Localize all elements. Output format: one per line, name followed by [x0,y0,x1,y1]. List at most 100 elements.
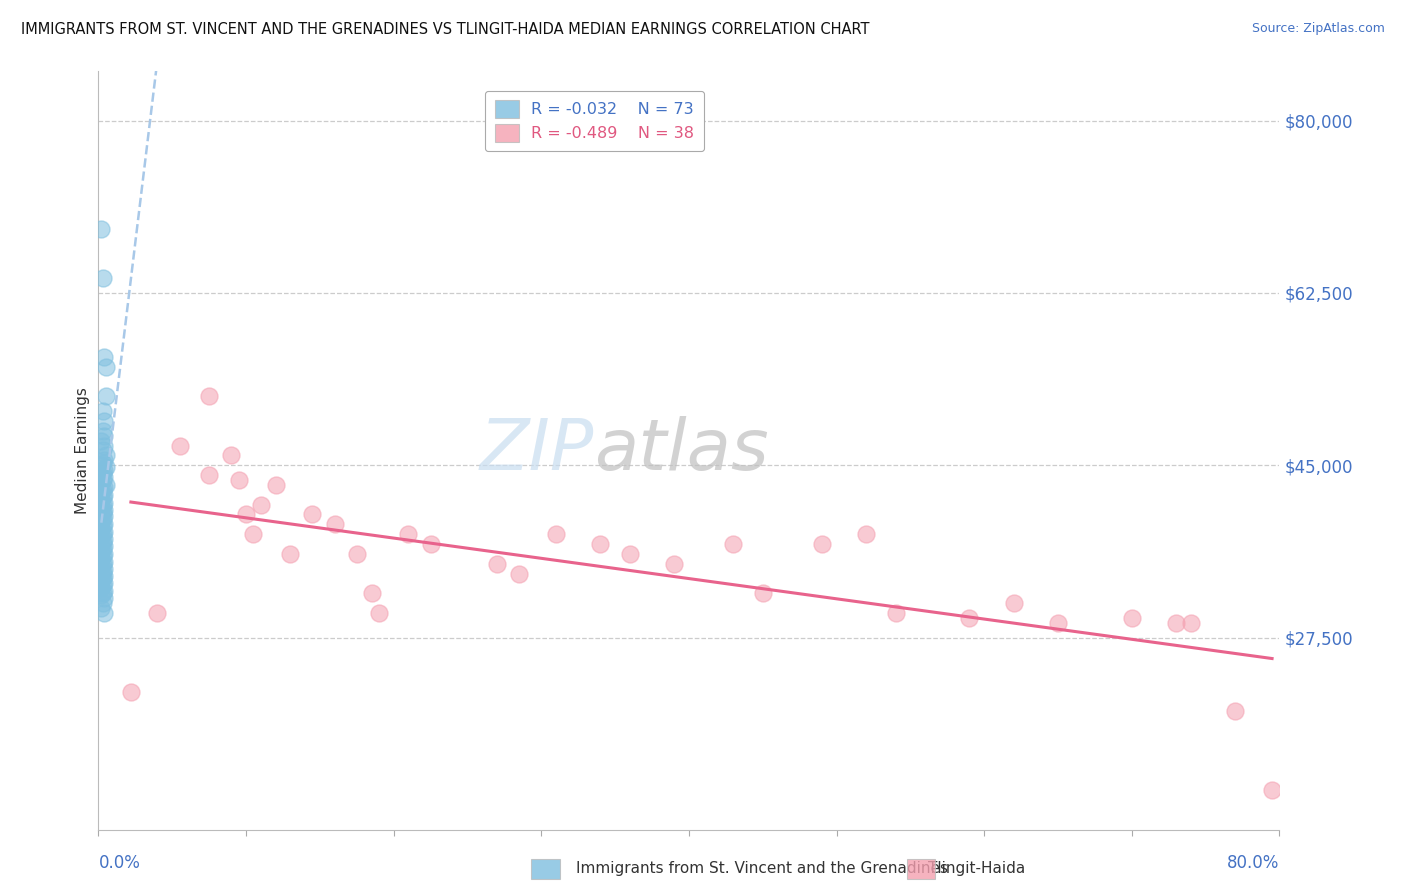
Point [228,473,250,487]
Point [91,498,114,512]
Point [91,586,114,600]
Point [198,468,221,483]
Point [280,547,302,561]
Point [90,434,112,448]
Point [90,545,112,559]
Point [91,512,114,526]
Point [91,535,114,549]
Text: Tlingit-Haida: Tlingit-Haida [928,862,1025,876]
Point [91,466,114,480]
Point [93,428,115,442]
Point [93,350,115,364]
Point [90,551,112,566]
Point [91,549,114,563]
Point [93,488,115,502]
Point [120,684,142,698]
Point [90,537,112,551]
Point [419,537,441,551]
Point [90,601,112,615]
Point [90,492,112,507]
Point [91,271,114,285]
Text: atlas: atlas [595,416,769,485]
Point [91,596,114,610]
Point [94,389,117,403]
Point [91,443,114,458]
Point [91,527,114,541]
Point [93,539,115,553]
Point [93,470,115,484]
Point [90,516,112,530]
Point [90,558,112,573]
Point [90,522,112,536]
Point [94,359,117,374]
Point [91,404,114,418]
Point [90,468,112,483]
Point [91,424,114,438]
Point [91,519,114,533]
Point [91,506,114,520]
Point [94,449,117,463]
Text: 80.0%: 80.0% [1227,855,1279,872]
Point [93,576,115,591]
Point [264,478,287,492]
Point [93,502,115,516]
Text: 0.0%: 0.0% [98,855,141,872]
Point [368,606,391,620]
Point [93,547,115,561]
Point [93,525,115,540]
Text: IMMIGRANTS FROM ST. VINCENT AND THE GRENADINES VS TLINGIT-HAIDA MEDIAN EARNINGS : IMMIGRANTS FROM ST. VINCENT AND THE GREN… [21,22,869,37]
Point [93,453,115,467]
Point [486,557,509,571]
Point [91,541,114,556]
Point [91,473,114,487]
Point [346,547,368,561]
Text: Immigrants from St. Vincent and the Grenadines: Immigrants from St. Vincent and the Gren… [576,862,949,876]
Point [810,537,832,551]
Point [90,529,112,543]
Point [93,496,115,510]
Point [146,606,169,620]
Point [221,449,243,463]
Point [91,490,114,504]
Point [1002,596,1025,610]
Point [619,547,641,561]
Point [546,527,568,541]
Point [91,483,114,497]
Point [91,578,114,592]
Point [301,508,323,522]
Point [94,478,117,492]
Y-axis label: Median Earnings: Median Earnings [75,387,90,514]
Point [93,480,115,494]
Legend: R = -0.032    N = 73, R = -0.489    N = 38: R = -0.032 N = 73, R = -0.489 N = 38 [485,91,704,151]
Point [884,606,907,620]
Point [93,591,115,606]
Point [93,438,115,452]
Point [752,586,775,600]
Point [93,517,115,532]
Point [93,509,115,524]
Point [93,555,115,569]
Point [93,532,115,546]
Point [1225,705,1247,719]
Point [90,588,112,602]
Point [90,458,112,473]
Point [1166,615,1188,630]
Point [723,537,745,551]
Point [198,389,221,403]
Point [323,517,346,532]
Point [90,582,112,596]
Point [91,565,114,579]
Point [235,508,257,522]
Text: ZIP: ZIP [479,416,595,485]
Point [91,456,114,470]
Point [94,460,117,475]
Point [91,557,114,571]
Point [90,500,112,514]
Point [360,586,382,600]
Point [93,568,115,582]
Point [93,606,115,620]
Point [250,498,273,512]
Point [398,527,420,541]
Point [664,557,686,571]
Point [90,566,112,581]
